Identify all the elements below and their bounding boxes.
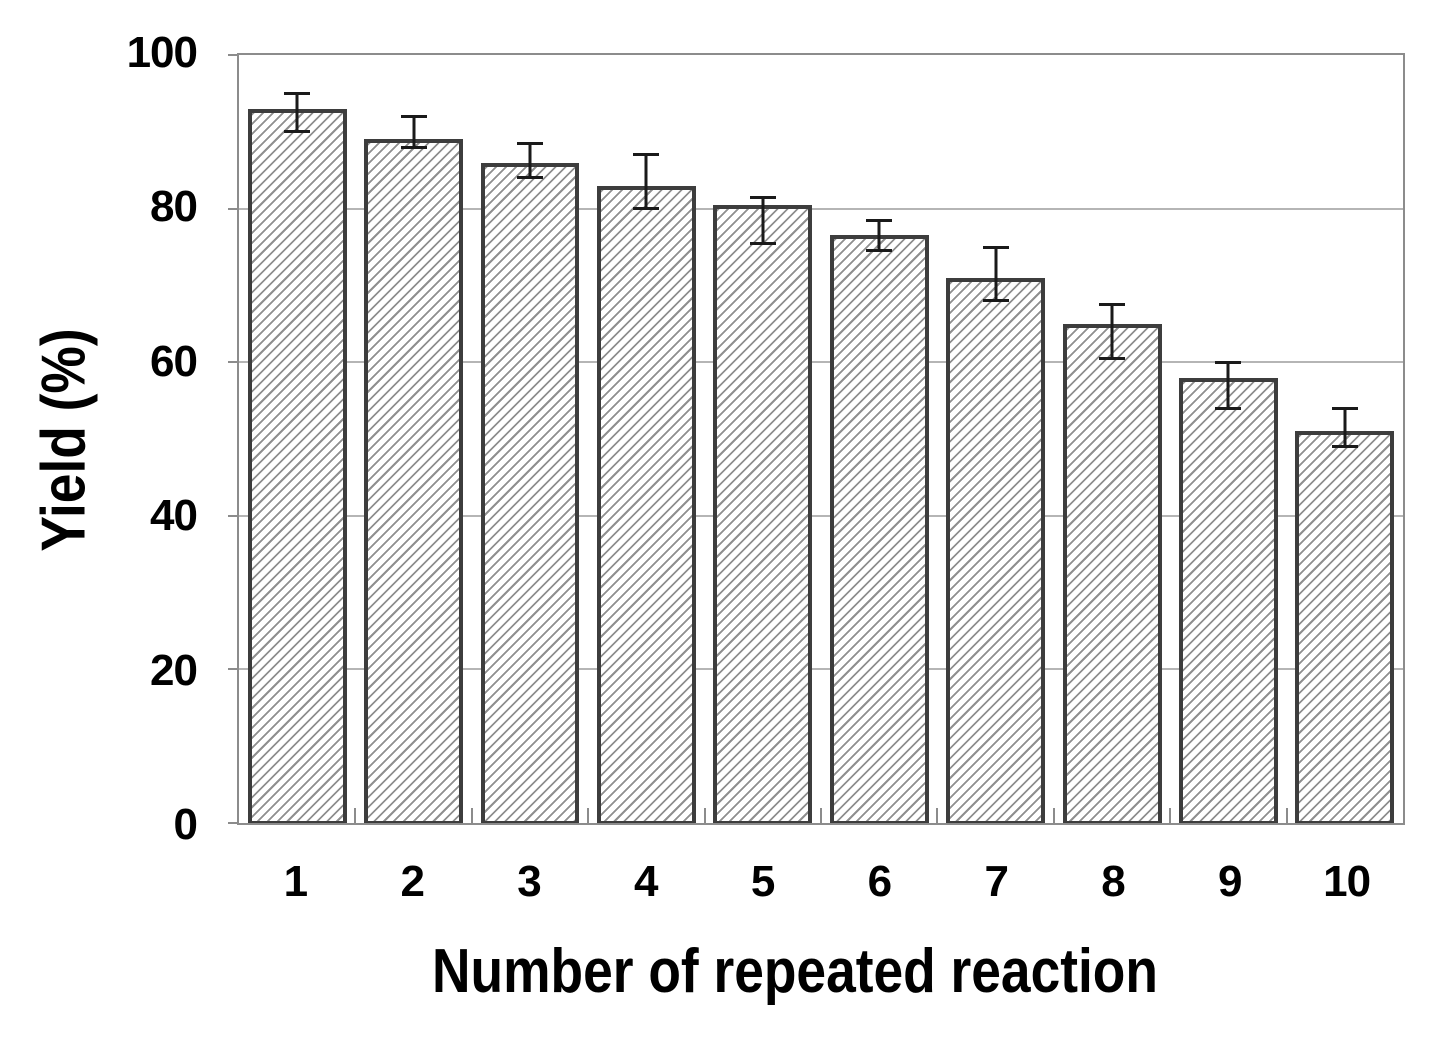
bar-4 [596,185,696,823]
x-tick-mark [1285,808,1288,823]
bar-8 [1062,323,1162,823]
error-bar-6 [877,220,881,251]
x-tick-mark [820,808,822,823]
y-tick-mark-80 [228,207,239,210]
x-tick-mark [354,808,357,823]
error-cap-top [1331,406,1358,410]
error-cap-bottom [284,130,311,134]
y-tick-label-60: 60 [150,336,198,386]
error-bar-10 [1343,408,1347,447]
x-tick-label-8: 8 [1101,857,1125,906]
error-cap-top [749,195,776,199]
error-cap-top [400,114,427,118]
error-cap-bottom [982,299,1009,303]
error-cap-bottom [866,249,893,253]
error-cap-top [982,245,1009,249]
x-tick-mark [936,808,939,823]
x-tick-label-2: 2 [400,857,424,906]
y-tick-mark-60 [228,361,239,364]
x-tick-label-1: 1 [283,857,308,906]
x-tick-label-4: 4 [634,857,658,906]
bar-slot-3 [472,55,588,823]
error-cap-bottom [517,176,544,180]
bar-1 [247,108,347,823]
error-bar-7 [994,247,998,301]
x-tick-label-6: 6 [867,857,892,906]
error-bar-8 [1110,304,1114,359]
y-tick-mark-0 [228,822,239,824]
x-tick-label-7: 7 [984,857,1008,906]
x-tick-mark [703,808,706,823]
grid-line-60 [239,361,1403,364]
y-tick-label-0: 0 [173,800,198,849]
y-tick-label-100: 100 [126,28,198,77]
bar-slot-10 [1287,55,1403,823]
error-cap-bottom [1099,356,1126,360]
x-axis-tick-labels: 1 2 3 4 5 6 7 8 9 10 [237,852,1405,912]
x-tick-label-3: 3 [517,857,541,906]
y-tick-label-80: 80 [150,182,198,232]
bar-10 [1295,431,1395,823]
error-bar-5 [761,197,765,244]
bar-slot-8 [1054,55,1170,823]
bar-2 [364,139,464,823]
x-tick-mark [1169,808,1172,823]
error-cap-top [284,91,311,95]
grid-line-80 [239,207,1403,210]
error-bar-2 [412,116,416,148]
error-cap-top [866,218,893,222]
error-bar-4 [644,154,648,209]
bar-slot-9 [1170,55,1286,823]
error-cap-top [1099,303,1126,307]
grid-line-20 [239,668,1403,671]
error-cap-bottom [1215,406,1242,410]
grid-line-40 [239,514,1403,517]
error-cap-top [517,141,544,145]
bar-slot-4 [588,55,704,823]
bar-slot-2 [355,55,471,823]
y-axis-tick-labels: 0 20 40 60 80 100 [0,29,237,849]
y-tick-label-20: 20 [150,645,198,695]
bar-slot-7 [937,55,1053,823]
bar-slot-6 [821,55,937,823]
x-tick-mark [587,808,590,823]
bars-container [239,55,1403,823]
error-cap-top [633,153,660,157]
error-cap-bottom [633,207,660,211]
bar-7 [946,277,1046,823]
error-cap-bottom [1331,445,1358,449]
error-cap-bottom [749,241,776,245]
error-bar-9 [1226,362,1230,409]
error-bar-1 [295,93,299,132]
bar-6 [829,235,929,823]
y-tick-label-40: 40 [150,491,198,541]
y-tick-mark-40 [228,514,239,517]
x-tick-mark [470,808,473,823]
y-tick-mark-100 [228,54,239,56]
error-bar-3 [528,143,532,178]
plot-area [228,53,1405,825]
x-axis-title: Number of repeated reaction [432,937,1158,1006]
bar-slot-1 [239,55,355,823]
error-cap-top [1215,360,1242,364]
x-tick-label-5: 5 [750,857,775,906]
error-cap-bottom [400,145,427,149]
bar-5 [713,204,813,823]
x-tick-mark [1052,808,1055,823]
x-tick-label-9: 9 [1218,857,1242,906]
bar-slot-5 [705,55,821,823]
x-tick-label-10: 10 [1323,857,1371,906]
y-tick-mark-20 [228,668,239,671]
bar-9 [1178,377,1278,823]
bar-3 [480,162,580,823]
